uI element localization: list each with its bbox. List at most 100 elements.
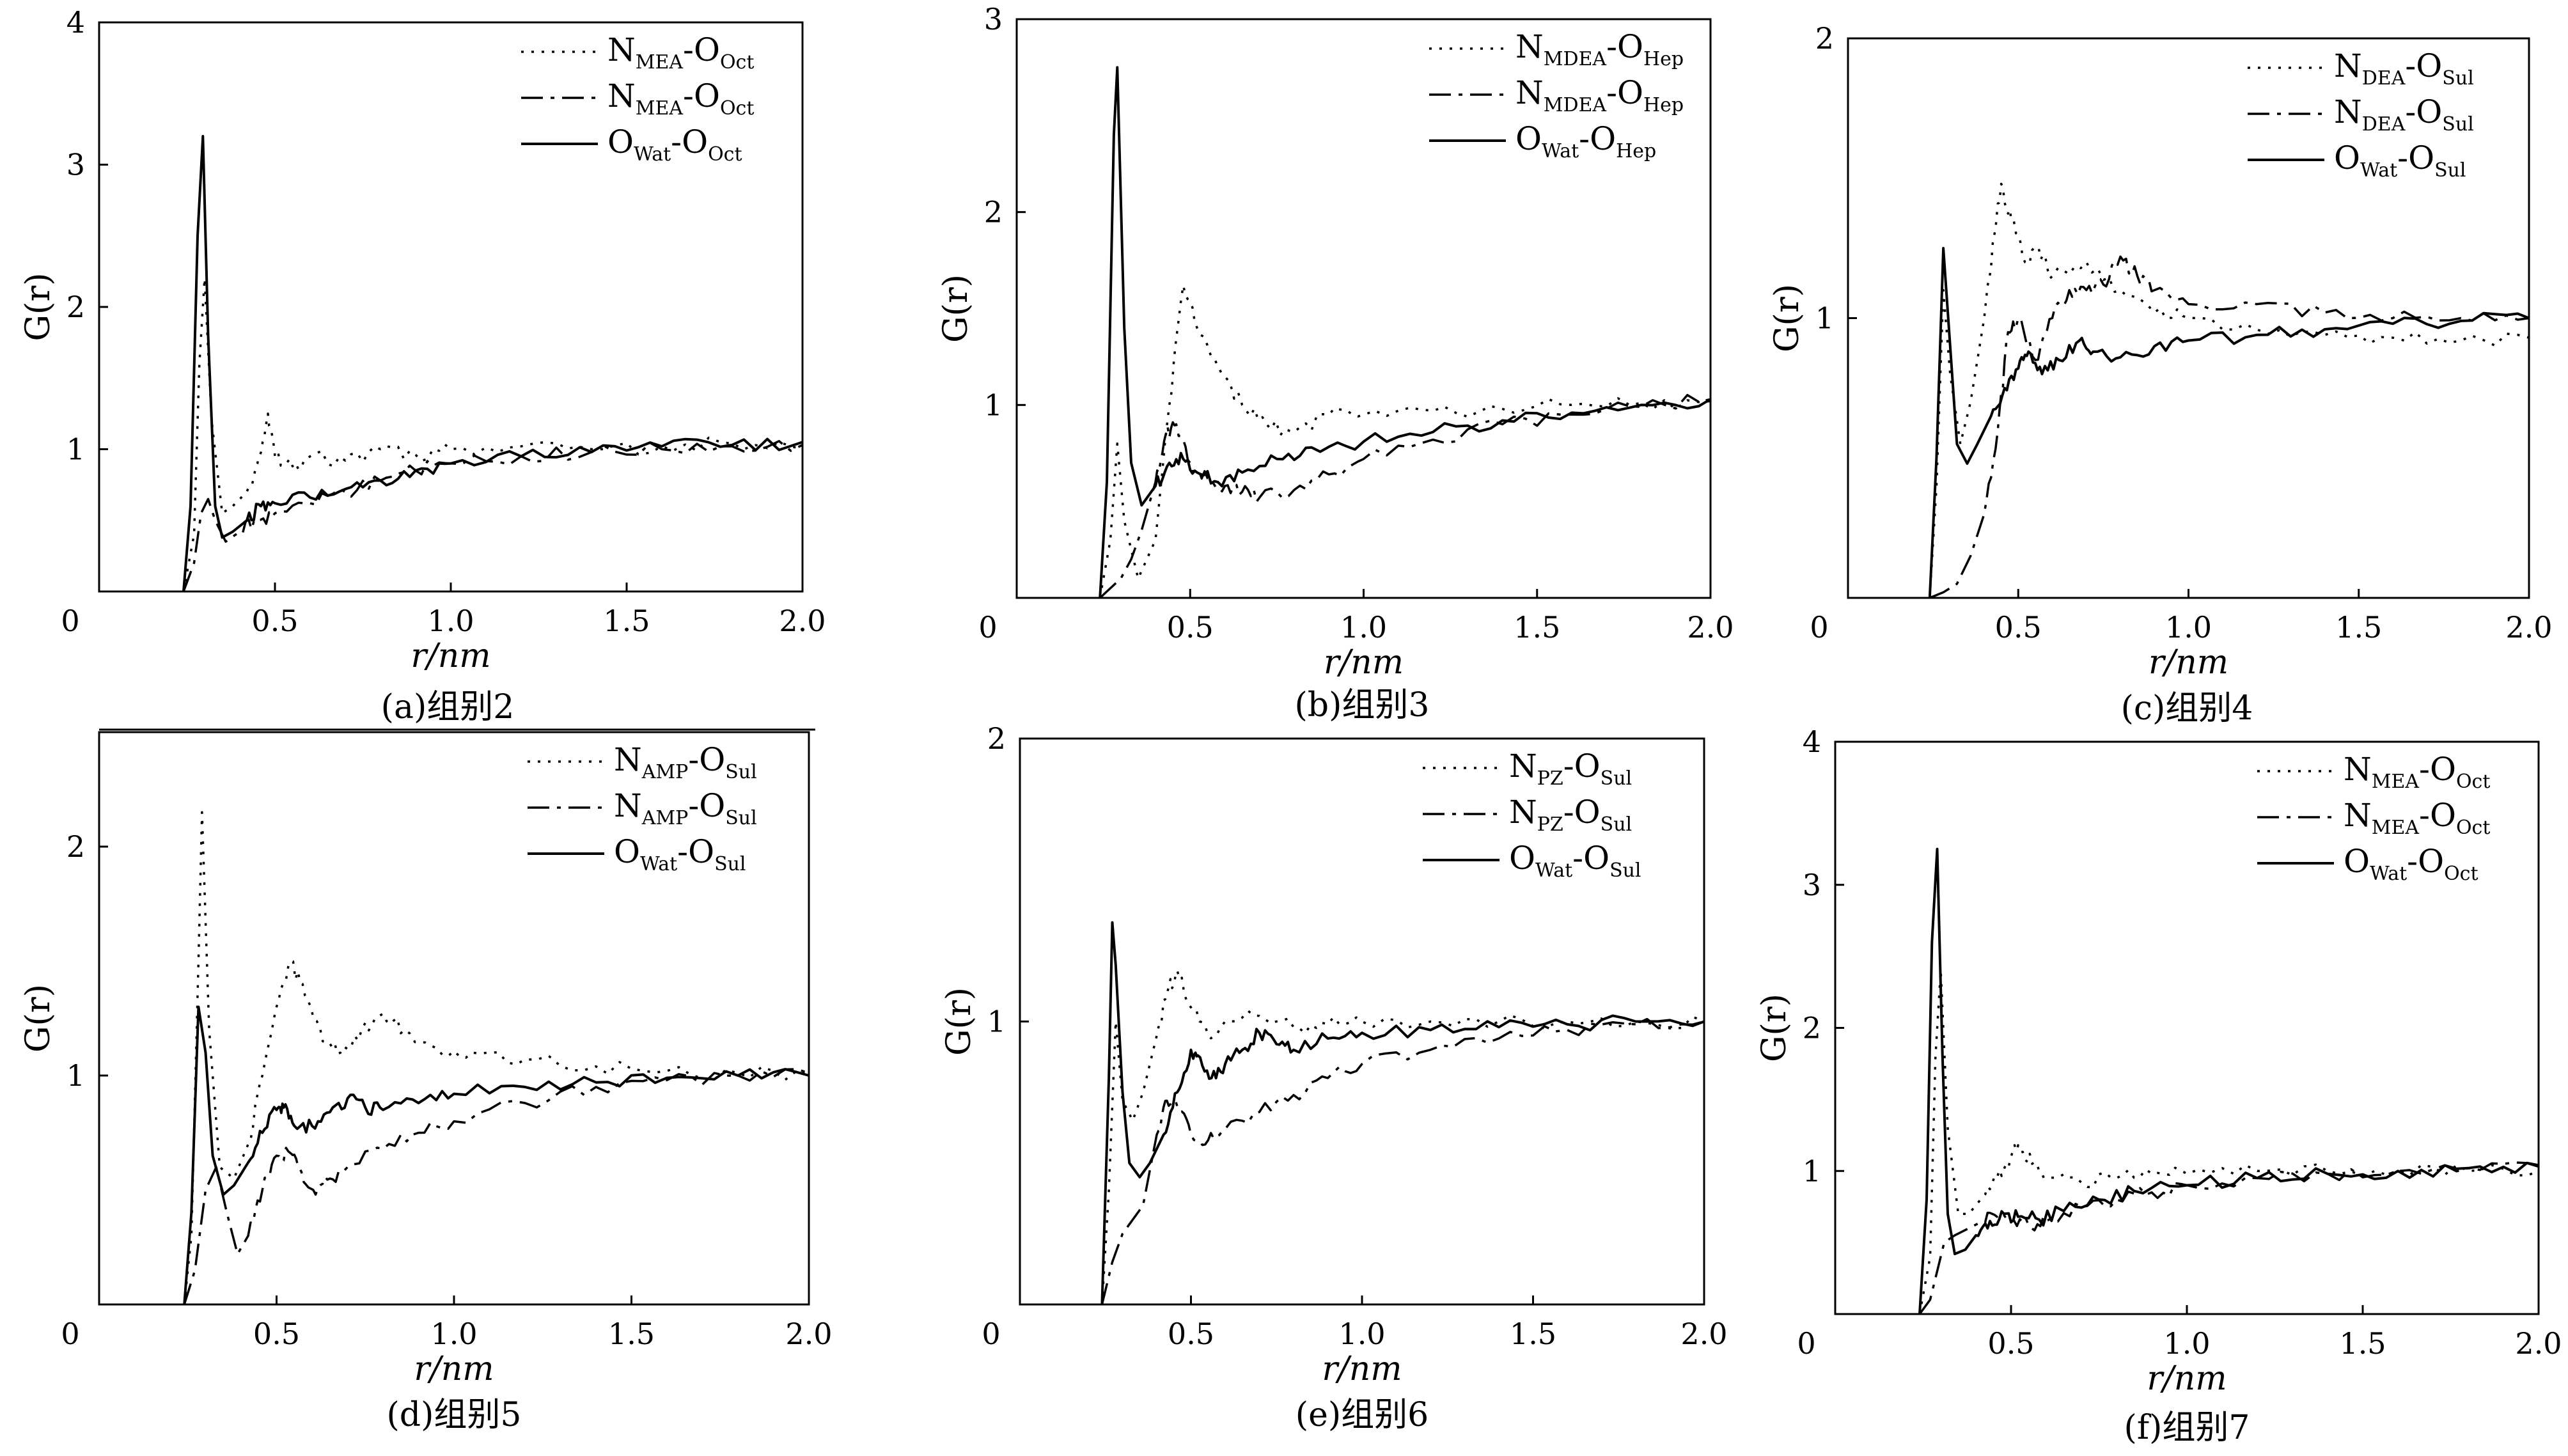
x-tick-label: 1.0 <box>2163 1326 2210 1361</box>
legend-label: OWat-OHep <box>1515 120 1656 162</box>
legend-sep: -O <box>2405 93 2442 130</box>
legend-sep: -O <box>677 833 714 870</box>
panel-c: 0 0.5 1.0 1.5 2.012G(r)r/nm(c)组别4NDEA-OSulND… <box>1768 21 2553 728</box>
panel-caption: (b)组别3 <box>1295 686 1430 724</box>
legend-sub2: Oct <box>2456 817 2490 839</box>
panel-b: 0 0.5 1.0 1.5 2.0123G(r)r/nm(b)组别3NMDEA-OHep… <box>937 2 1734 724</box>
x-tick-label: 1.5 <box>1514 610 1560 645</box>
legend-sub2: Sul <box>725 807 756 829</box>
x-axis-label: r/nm <box>414 1350 494 1388</box>
y-tick-label: 1 <box>67 432 85 467</box>
legend-sub2: Sul <box>1601 813 1632 836</box>
legend-sep: -O <box>2419 751 2456 788</box>
legend-sub2: Hep <box>1616 140 1656 162</box>
x-tick-label: 0 <box>61 604 79 638</box>
x-tick-label: 0 <box>978 610 997 645</box>
legend-label: NMEA-OOct <box>607 31 754 74</box>
legend-main: O <box>607 123 634 160</box>
legend-label: OWat-OSul <box>614 833 746 875</box>
legend-sep: -O <box>683 77 720 114</box>
legend-main: O <box>2334 139 2360 176</box>
legend-sep: -O <box>688 787 725 824</box>
legend-label: NAMP-OSul <box>614 741 757 783</box>
series-line-dotted <box>1929 182 2530 599</box>
y-tick-label: 3 <box>984 2 1003 36</box>
x-tick-label: 1.0 <box>430 1317 477 1351</box>
y-axis-label: G(r) <box>937 274 975 343</box>
y-tick-label: 1 <box>1815 301 1834 336</box>
panel-caption: (e)组别6 <box>1296 1396 1429 1434</box>
y-tick-label: 3 <box>67 148 85 182</box>
series-line-solid <box>1918 847 2539 1315</box>
x-tick-label: 1.5 <box>608 1317 655 1351</box>
legend-sub2: Oct <box>708 143 742 166</box>
panel-caption: (a)组别2 <box>381 688 515 726</box>
y-tick-label: 2 <box>1803 1011 1821 1045</box>
series-line-dashdot <box>1099 393 1711 599</box>
legend-sub1: DEA <box>2362 113 2406 136</box>
legend-main: N <box>1509 748 1537 785</box>
x-tick-label: 0.5 <box>1995 610 2042 645</box>
legend-label: NDEA-OSul <box>2334 93 2474 136</box>
legend-label: NMDEA-OHep <box>1515 28 1684 70</box>
legend-sub1: Wat <box>1535 859 1572 882</box>
legend-sub1: MDEA <box>1544 48 1607 70</box>
legend-label: NDEA-OSul <box>2334 47 2474 90</box>
legend-sub2: Sul <box>1609 859 1641 882</box>
legend-sep: -O <box>683 31 720 68</box>
legend-main: N <box>607 77 636 114</box>
legend-sub2: Sul <box>1601 767 1632 790</box>
legend-sub1: Wat <box>640 853 677 875</box>
x-tick-label: 1.5 <box>603 604 650 638</box>
x-tick-label: 0.5 <box>1167 610 1214 645</box>
panel-d: 0 0.5 1.0 1.5 2.012G(r)r/nm(d)组别5NAMP-OSulNA… <box>19 731 833 1434</box>
y-tick-label: 1 <box>987 1005 1006 1039</box>
x-tick-label: 0 <box>61 1317 79 1351</box>
legend-sub2: Hep <box>1643 48 1684 70</box>
x-tick-label: 2.0 <box>1687 610 1734 645</box>
series-line-solid <box>1100 921 1705 1305</box>
legend-sub2: Oct <box>720 51 754 74</box>
series-line-dotted <box>182 277 803 592</box>
y-axis-label: G(r) <box>19 273 58 341</box>
legend-sub1: Wat <box>2360 159 2397 182</box>
x-tick-label: 1.5 <box>2335 610 2382 645</box>
y-tick-label: 2 <box>1815 21 1834 56</box>
y-tick-label: 2 <box>984 195 1003 230</box>
series-line-dotted <box>1918 969 2539 1315</box>
x-tick-label: 1.0 <box>1340 610 1387 645</box>
legend-sub1: PZ <box>1537 813 1563 836</box>
legend-main: O <box>1515 120 1542 157</box>
x-axis-label: r/nm <box>1322 1350 1402 1388</box>
legend-sub2: Oct <box>2444 863 2478 885</box>
legend-label: NPZ-OSul <box>1509 748 1632 790</box>
legend-sub1: AMP <box>641 761 689 783</box>
legend-sub1: MEA <box>636 51 684 74</box>
legend-sub2: Sul <box>725 761 756 783</box>
legend-label: NMEA-OOct <box>2344 751 2490 793</box>
legend-sub1: DEA <box>2362 67 2406 90</box>
y-axis-label: G(r) <box>1755 994 1794 1062</box>
y-tick-label: 1 <box>1803 1154 1821 1188</box>
series-line-dashdot <box>1918 1161 2539 1315</box>
legend-main: N <box>1515 74 1544 111</box>
panel-caption: (c)组别4 <box>2121 689 2253 728</box>
legend-sub1: MEA <box>636 97 684 120</box>
x-tick-label: 0.5 <box>253 1317 300 1351</box>
y-tick-label: 2 <box>67 829 85 864</box>
legend-sep: -O <box>2419 797 2456 834</box>
legend-main: N <box>2334 93 2362 130</box>
y-tick-label: 4 <box>67 5 85 40</box>
legend-sub2: Sul <box>2434 159 2466 182</box>
legend-sep: -O <box>2397 139 2434 176</box>
x-tick-label: 2.0 <box>779 604 826 638</box>
y-tick-label: 4 <box>1803 724 1821 759</box>
x-tick-label: 2.0 <box>2515 1326 2562 1361</box>
y-tick-label: 1 <box>67 1058 85 1093</box>
x-tick-label: 1.5 <box>2339 1326 2386 1361</box>
x-tick-label: 1.0 <box>1338 1317 1385 1351</box>
panel-a: 0 0.5 1.0 1.5 2.01234G(r)r/nm(a)组别2NMEA-OOct… <box>19 5 826 726</box>
legend-sep: -O <box>2405 47 2442 84</box>
series-line-solid <box>183 1005 810 1305</box>
